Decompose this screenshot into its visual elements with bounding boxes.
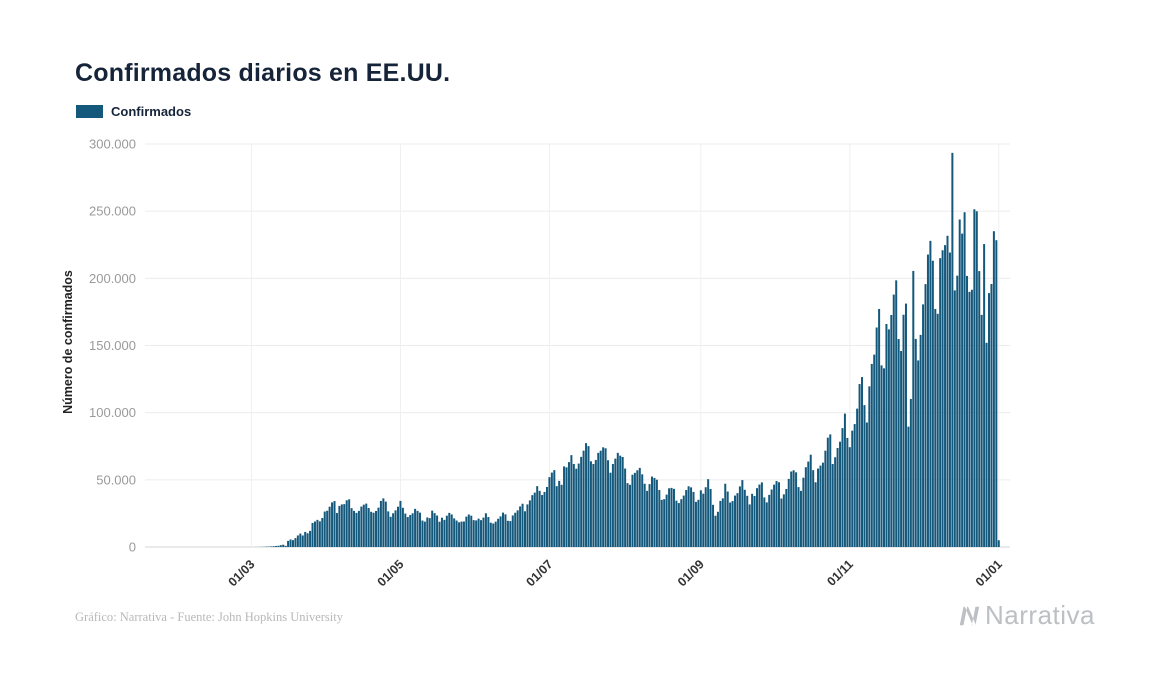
legend-swatch-icon bbox=[76, 105, 103, 118]
svg-text:50.000: 50.000 bbox=[96, 472, 136, 487]
svg-text:01/09: 01/09 bbox=[675, 557, 707, 589]
svg-text:01/07: 01/07 bbox=[524, 557, 556, 589]
svg-text:01/11: 01/11 bbox=[824, 557, 856, 589]
svg-text:01/01: 01/01 bbox=[973, 557, 1005, 589]
svg-text:01/05: 01/05 bbox=[375, 557, 407, 589]
horizontal-gridlines bbox=[145, 143, 1010, 548]
legend: Confirmados bbox=[76, 104, 191, 119]
chart: 0 50.000 100.000 150.000 200.000 250.000 300.0… bbox=[55, 132, 1055, 607]
svg-text:01/03: 01/03 bbox=[226, 557, 258, 589]
source-credit: Gráfico: Narrativa - Fuente: John Hopkin… bbox=[75, 610, 343, 624]
x-axis-tick-labels: 01/03 01/05 01/07 01/09 01/11 01/01 bbox=[226, 557, 1005, 589]
y-axis-tick-labels: 0 50.000 100.000 150.000 200.000 250.000 300.0… bbox=[89, 137, 136, 555]
svg-text:0: 0 bbox=[129, 540, 136, 555]
svg-text:250.000: 250.000 bbox=[89, 204, 136, 219]
brand-logo: Narrativa bbox=[957, 600, 1095, 631]
page-title: Confirmados diarios en EE.UU. bbox=[75, 58, 451, 87]
svg-text:100.000: 100.000 bbox=[89, 405, 136, 420]
svg-text:200.000: 200.000 bbox=[89, 271, 136, 286]
narrativa-logo-icon bbox=[959, 606, 980, 625]
brand-name: Narrativa bbox=[985, 600, 1095, 630]
svg-text:150.000: 150.000 bbox=[89, 338, 136, 353]
legend-label: Confirmados bbox=[111, 104, 192, 119]
bars bbox=[155, 152, 1000, 548]
bar-chart: 0 50.000 100.000 150.000 200.000 250.000 300.0… bbox=[89, 137, 1010, 589]
svg-text:300.000: 300.000 bbox=[89, 137, 136, 152]
